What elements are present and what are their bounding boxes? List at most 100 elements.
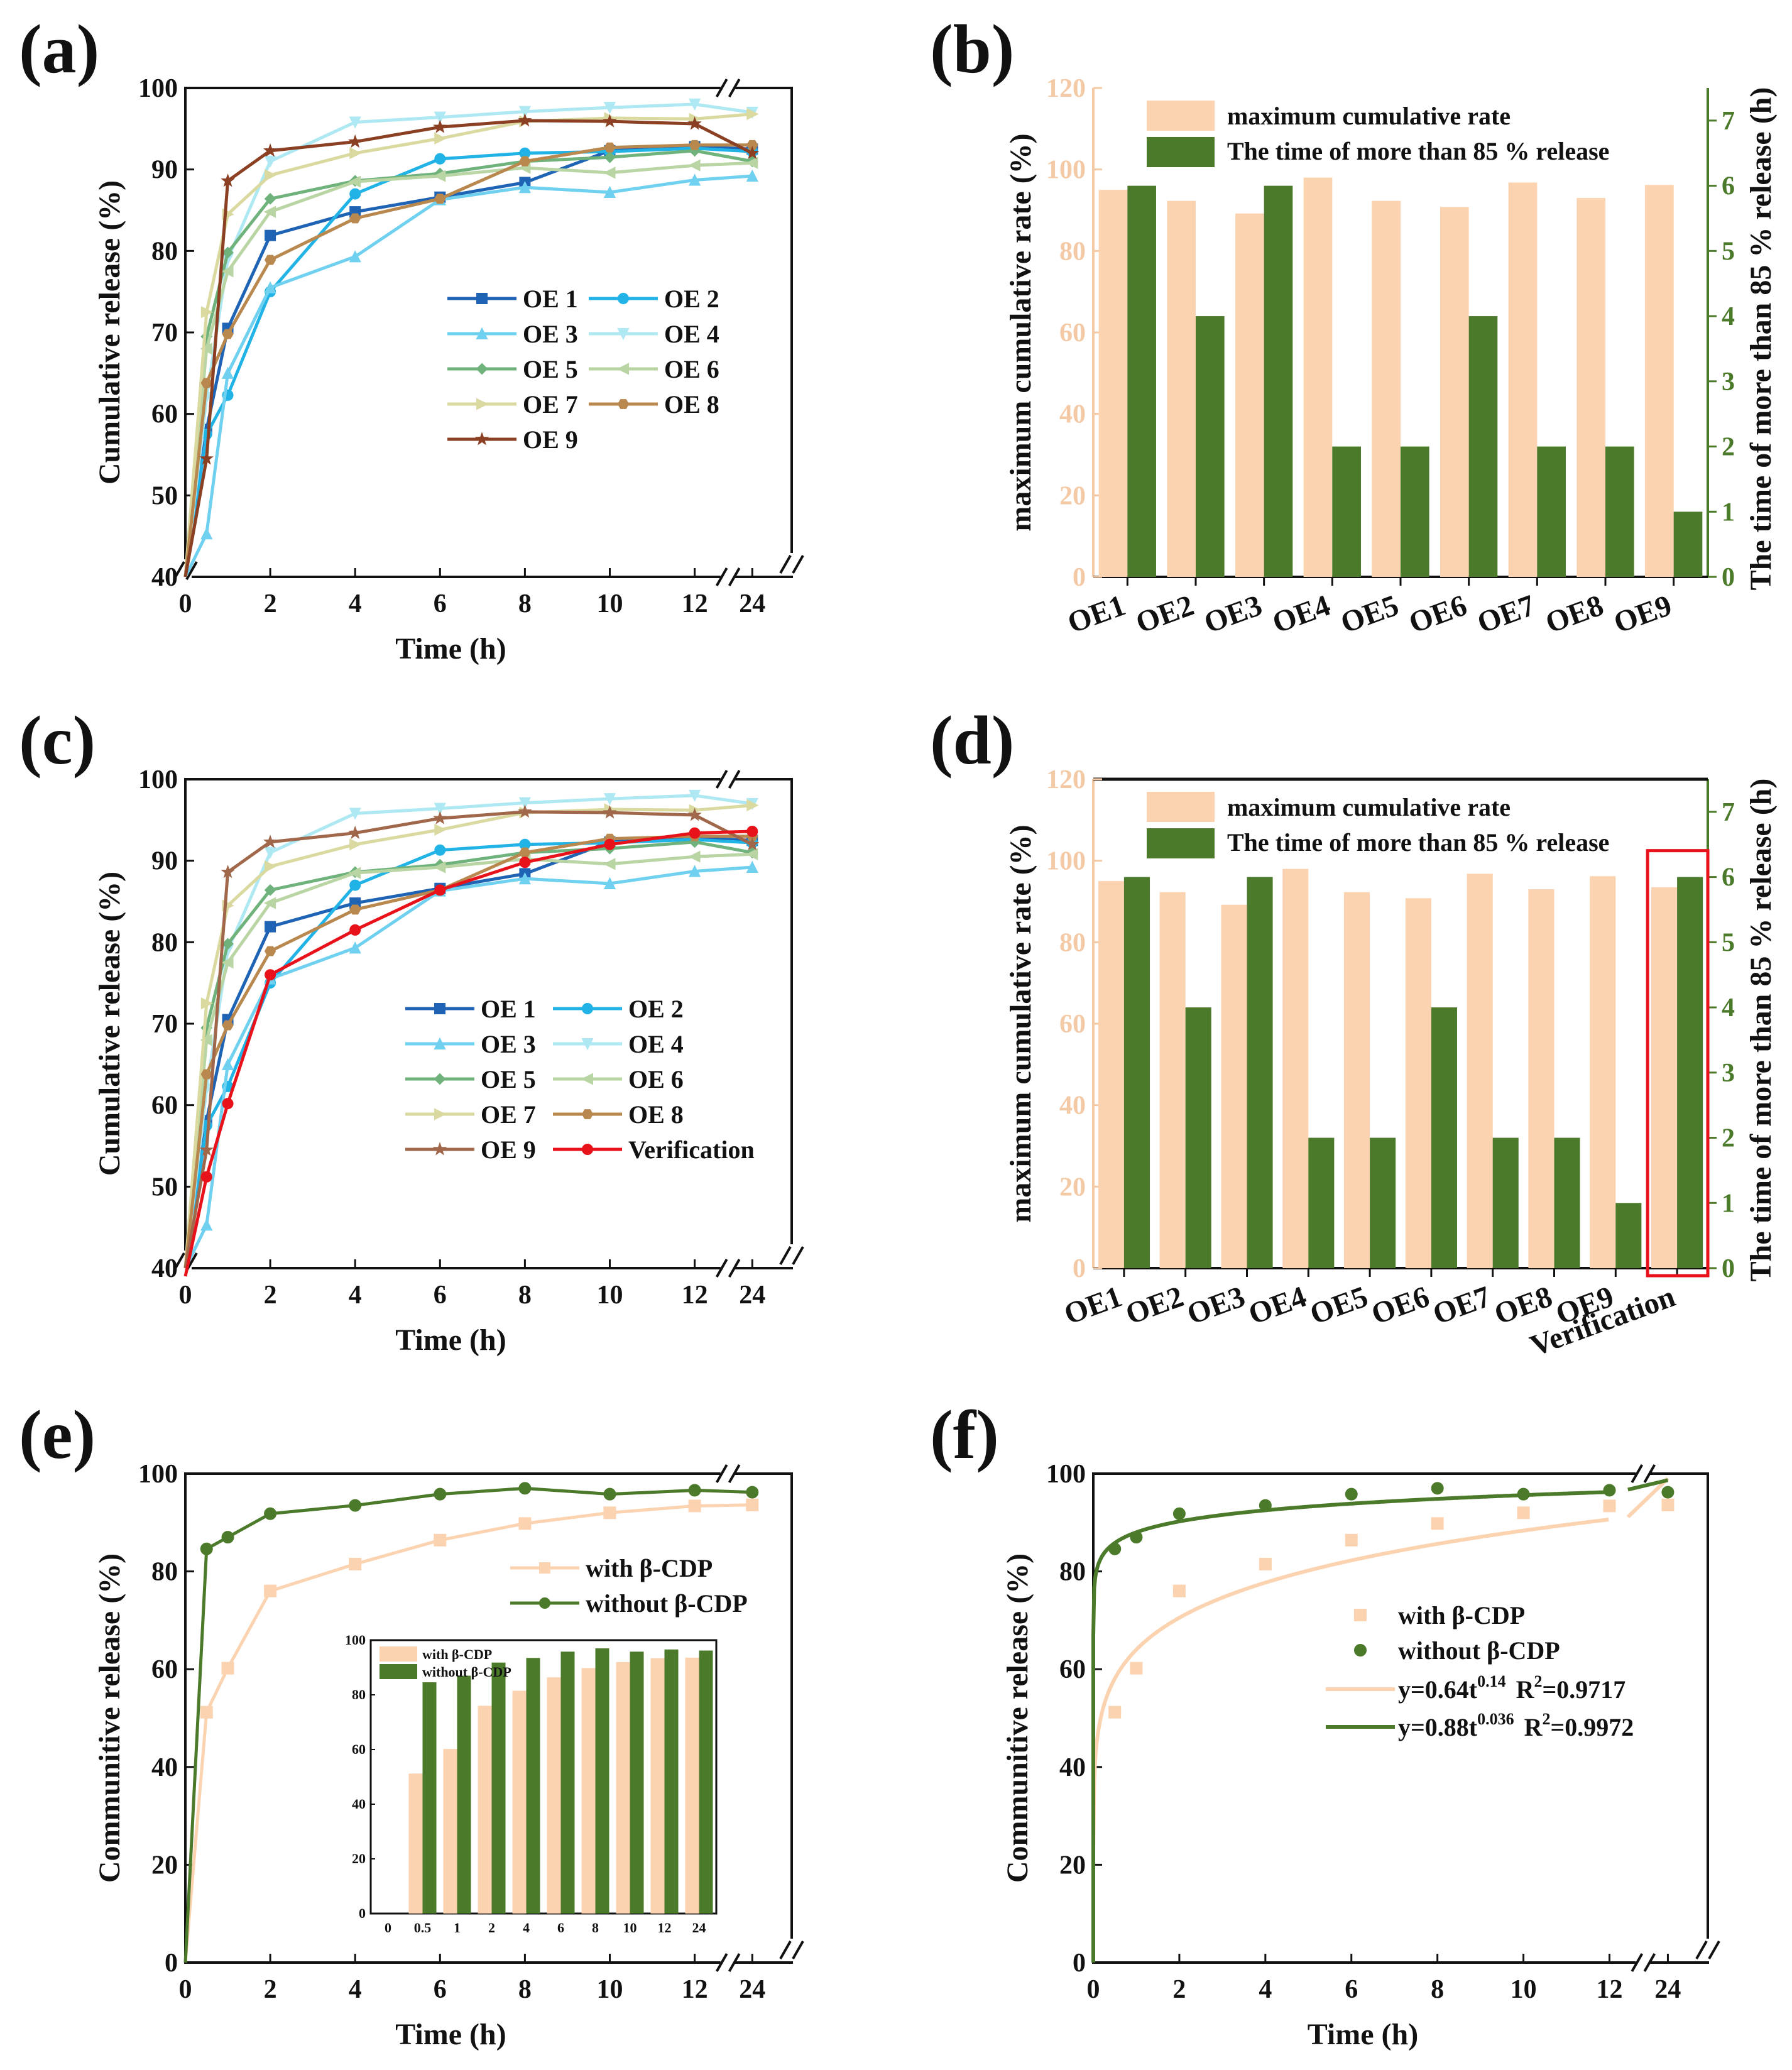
data-point (264, 155, 276, 168)
inset-bar-with (581, 1668, 596, 1914)
legend-marker (581, 1109, 594, 1119)
data-point (688, 1484, 701, 1497)
bar-time-85 (1615, 1203, 1642, 1268)
data-point (434, 861, 446, 873)
y-tick-label: 90 (151, 156, 178, 185)
x-tick-label: 8 (518, 589, 532, 618)
data-point (200, 1069, 212, 1080)
legend-marker (434, 1037, 446, 1049)
inset-y-tick-label: 20 (352, 1851, 366, 1866)
legend-marker (617, 399, 630, 409)
series-line-tail (694, 794, 753, 806)
inset-x-tick-label: 2 (488, 1920, 495, 1936)
x-tick-label: 4 (1259, 1975, 1272, 2004)
x-tick-label: OE2 (1132, 589, 1198, 640)
legend-label: OE 1 (481, 995, 536, 1023)
legend-marker (582, 1003, 593, 1014)
data-point (603, 185, 616, 198)
data-point (222, 938, 234, 950)
y2-axis-title: The time of more than 85 % release (h) (1744, 779, 1778, 1282)
data-point (1130, 1662, 1143, 1675)
bar-max-rate (1303, 177, 1333, 578)
legend-marker (476, 293, 488, 304)
series-line-tail (694, 122, 753, 155)
y-tick-label: 100 (138, 74, 178, 103)
data-point (222, 1098, 234, 1110)
series-line-tail (694, 830, 753, 835)
data-point (688, 98, 701, 111)
bar-time-85 (1492, 1137, 1519, 1268)
data-point (349, 147, 362, 160)
bar-time-85 (1677, 877, 1703, 1268)
data-point (264, 846, 276, 859)
x-tick-label: 6 (434, 1975, 447, 2004)
legend-label: OE 8 (628, 1100, 684, 1129)
legend-label: OE 4 (664, 320, 719, 348)
axis-break-mark (792, 1941, 804, 1959)
data-point (603, 793, 616, 806)
legend-label: The time of more than 85 % release (1227, 828, 1609, 857)
axis-break-mark (1708, 1941, 1720, 1959)
data-point (200, 527, 213, 540)
x-axis-title: Time (h) (395, 2018, 506, 2051)
y-tick-label: 100 (138, 765, 178, 794)
data-point (746, 848, 758, 860)
data-point (603, 167, 616, 179)
data-point (603, 114, 617, 128)
legend-label: Verification (628, 1136, 755, 1164)
data-point (200, 305, 214, 319)
x-axis-title: Time (h) (395, 632, 506, 665)
data-point (518, 872, 532, 885)
legend-label: maximum cumulative rate (1227, 102, 1511, 130)
legend-marker (581, 1038, 594, 1051)
data-point (349, 941, 361, 954)
legend-marker (434, 1108, 447, 1120)
y-tick-label: 0 (1073, 1254, 1086, 1283)
data-point (265, 921, 276, 933)
bar-max-rate (1590, 876, 1616, 1268)
legend-marker (1354, 1644, 1367, 1657)
legend-marker (1354, 1609, 1367, 1621)
legend-label: OE 2 (664, 285, 719, 313)
data-point (265, 229, 276, 241)
data-point (348, 825, 363, 840)
y2-tick-label: 1 (1722, 498, 1735, 527)
data-point (1431, 1517, 1444, 1530)
y2-tick-label: 6 (1722, 863, 1735, 892)
data-point (221, 173, 235, 187)
fit-curve-tail (1627, 1478, 1669, 1492)
data-point (434, 194, 446, 204)
y2-tick-label: 7 (1722, 107, 1735, 136)
inset-bar-without (630, 1651, 644, 1914)
x-tick-label: 24 (739, 1975, 765, 2004)
series-line-tail (694, 161, 753, 167)
y2-tick-label: 5 (1722, 237, 1735, 266)
series-line-tail (694, 813, 753, 846)
legend-label: The time of more than 85 % release (1227, 137, 1609, 165)
x-tick-label: OE6 (1405, 589, 1472, 640)
bar-max-rate (1645, 185, 1674, 577)
data-point (1661, 1486, 1675, 1499)
axis-break-mark (728, 1464, 741, 1483)
legend-marker (617, 328, 630, 341)
data-point (221, 1531, 234, 1544)
inset-legend-label: with β-CDP (422, 1646, 492, 1662)
data-point (1259, 1557, 1272, 1570)
inset-bar-with (478, 1706, 492, 1914)
data-point (688, 1499, 701, 1513)
data-point (349, 879, 361, 891)
y-tick-label: 60 (1059, 319, 1086, 348)
fit-equation: y=0.88t0.036 R2=0.9972 (1398, 1710, 1634, 1741)
data-point (603, 102, 616, 114)
y-tick-label: 80 (1059, 928, 1086, 957)
bar-time-85 (1332, 446, 1361, 577)
data-point (200, 1034, 212, 1046)
y-tick-label: 20 (1059, 1851, 1086, 1880)
inset-bar-without (457, 1675, 471, 1914)
axis-break-mark (779, 1941, 792, 1959)
data-point (263, 835, 278, 848)
x-tick-label: 6 (1345, 1975, 1358, 2004)
bar-max-rate (1372, 200, 1401, 577)
data-point (746, 799, 759, 812)
